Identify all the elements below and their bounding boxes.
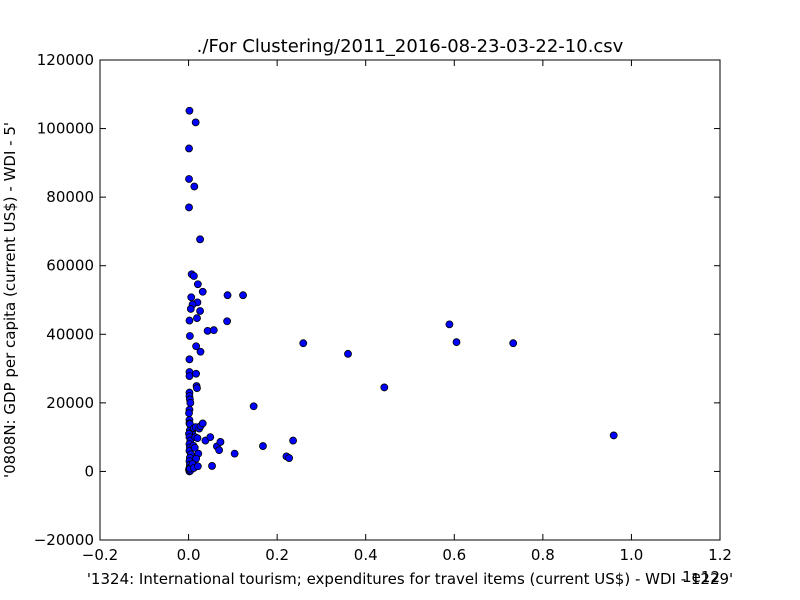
- plot-area: [99, 59, 721, 541]
- x-tick-label: 0.0: [177, 546, 201, 564]
- data-point: [185, 409, 193, 418]
- data-point: [215, 446, 224, 455]
- data-point: [208, 462, 216, 470]
- data-point: [186, 305, 195, 313]
- data-point: [185, 332, 194, 340]
- y-tick-label: 100000: [37, 120, 94, 138]
- data-point: [196, 235, 204, 244]
- data-point: [239, 291, 247, 300]
- data-point: [189, 272, 198, 280]
- x-tick-label: 1.0: [619, 546, 643, 564]
- data-point: [190, 182, 199, 191]
- data-point: [193, 434, 202, 443]
- y-tick-label: 80000: [46, 188, 94, 206]
- data-point: [185, 106, 194, 115]
- data-point: [206, 433, 215, 442]
- data-point: [185, 316, 194, 325]
- data-point: [285, 454, 294, 462]
- data-point: [259, 442, 267, 450]
- data-point: [185, 203, 193, 212]
- data-point: [249, 402, 258, 411]
- data-point: [216, 438, 225, 446]
- data-point: [193, 462, 202, 471]
- y-tick-label: 40000: [46, 325, 94, 343]
- data-point: [190, 443, 199, 452]
- data-point: [185, 355, 194, 364]
- data-points: [185, 106, 618, 476]
- x-tick-label: 1.2: [708, 546, 732, 564]
- data-point: [223, 291, 232, 300]
- x-tick-label: 0.6: [442, 546, 466, 564]
- data-point: [445, 320, 454, 329]
- data-point: [209, 326, 218, 335]
- x-axis-label: '1324: International tourism; expenditur…: [87, 570, 733, 588]
- x-tick-label: 0.4: [354, 546, 378, 564]
- data-point: [187, 293, 196, 302]
- data-point: [191, 118, 200, 127]
- data-point: [185, 372, 194, 381]
- data-point: [344, 349, 352, 358]
- data-point: [223, 317, 232, 326]
- y-axis-label: '0808N: GDP per capita (current US$) - W…: [1, 122, 19, 478]
- y-tick-label: 0: [84, 462, 94, 480]
- data-point: [196, 307, 204, 315]
- data-point: [193, 384, 201, 393]
- y-tick-label: 120000: [37, 51, 94, 69]
- data-point: [192, 369, 201, 378]
- data-point: [609, 431, 618, 440]
- y-tick-label: 60000: [46, 257, 94, 275]
- y-tick-label: −20000: [34, 531, 94, 549]
- data-point: [196, 347, 205, 356]
- data-point: [193, 280, 202, 289]
- y-tick-label: 20000: [46, 394, 94, 412]
- data-point: [230, 449, 239, 458]
- x-tick-label: 0.8: [531, 546, 555, 564]
- x-tick-label: 0.2: [265, 546, 289, 564]
- x-axis-ticks: −0.2 0.0 0.2 0.4 0.6 0.8 1.0 1.2: [82, 60, 732, 564]
- y-axis-ticks: −20000 0 20000 40000 60000 80000 100000 120000: [34, 51, 720, 549]
- data-point: [185, 144, 193, 153]
- chart-title: ./For Clustering/2011_2016-08-23-03-22-1…: [197, 36, 624, 57]
- data-point: [198, 287, 207, 296]
- data-point: [198, 419, 207, 428]
- data-point: [299, 339, 308, 348]
- data-point: [192, 342, 201, 351]
- x-tick-label: −0.2: [82, 546, 118, 564]
- data-point: [185, 175, 193, 183]
- x-axis-offset-label: 1e12: [682, 568, 720, 586]
- data-point: [380, 383, 389, 392]
- data-point: [452, 338, 461, 347]
- data-point: [193, 314, 201, 323]
- data-point: [186, 398, 195, 407]
- data-point: [509, 339, 518, 348]
- data-point: [289, 436, 297, 445]
